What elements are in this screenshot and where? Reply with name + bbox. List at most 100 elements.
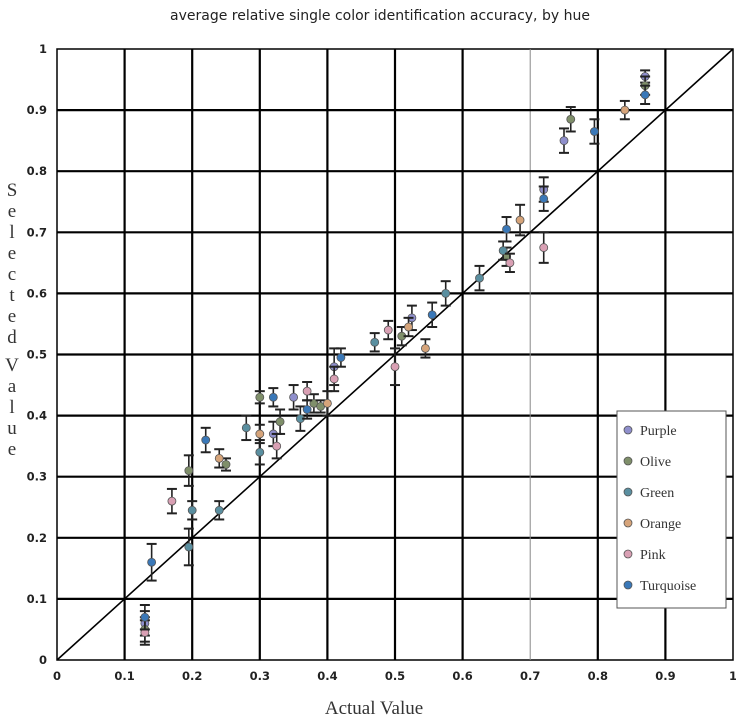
y-tick-label: 0.7 xyxy=(27,225,47,239)
legend: Purple Olive Green Orange Pink Turquoise xyxy=(616,410,727,609)
data-point xyxy=(268,392,278,402)
legend-marker xyxy=(623,487,633,497)
data-point xyxy=(255,447,265,457)
y-axis-label-letter: t xyxy=(9,285,15,306)
legend-entry: Olive xyxy=(640,455,671,470)
y-tick-label: 1 xyxy=(39,42,47,56)
data-point xyxy=(539,243,549,252)
data-point xyxy=(255,429,265,439)
data-point xyxy=(201,435,211,445)
data-point xyxy=(214,505,224,515)
data-point xyxy=(441,288,451,298)
data-point xyxy=(370,337,380,347)
data-point xyxy=(590,127,599,136)
y-tick-label: 0.9 xyxy=(27,103,47,117)
y-tick-label: 0.8 xyxy=(27,164,47,178)
data-point xyxy=(140,612,150,622)
y-axis-label-letter: c xyxy=(8,264,16,285)
legend-box xyxy=(616,410,727,609)
data-point xyxy=(620,105,630,115)
data-point xyxy=(475,273,484,283)
x-tick-label: 0.6 xyxy=(452,669,472,683)
y-axis-label-letter: a xyxy=(8,376,17,397)
x-tick-label: 0 xyxy=(53,669,61,683)
data-point xyxy=(214,453,224,463)
y-tick-label: 0.2 xyxy=(27,531,47,545)
x-tick-label: 0.3 xyxy=(250,669,270,683)
x-tick-label: 0.7 xyxy=(520,669,540,683)
y-axis-label-letter: l xyxy=(9,397,14,418)
legend-entry: Turquoise xyxy=(640,579,696,594)
series-orange xyxy=(214,99,630,469)
data-point xyxy=(383,325,393,335)
data-point xyxy=(184,542,194,552)
data-point xyxy=(241,423,251,433)
x-tick-label: 0.8 xyxy=(588,669,608,683)
data-point xyxy=(221,460,231,469)
chart-title: average relative single color identifica… xyxy=(170,8,590,24)
x-tick-label: 1 xyxy=(729,669,736,683)
data-point xyxy=(302,405,312,414)
data-point xyxy=(275,417,285,427)
y-axis-label-letter: e xyxy=(8,439,16,460)
y-tick-label: 0.3 xyxy=(27,470,47,484)
y-axis-label-letter: d xyxy=(7,327,17,348)
data-point xyxy=(272,441,282,451)
data-marks xyxy=(139,69,651,646)
data-point xyxy=(640,90,650,100)
data-point xyxy=(184,466,194,475)
data-point xyxy=(539,194,549,204)
data-point xyxy=(147,557,157,567)
x-axis-label: Actual Value xyxy=(325,698,423,719)
data-point xyxy=(421,343,430,353)
data-point xyxy=(515,215,525,225)
legend-marker xyxy=(623,456,633,466)
legend-marker xyxy=(623,518,633,528)
data-point xyxy=(289,392,299,402)
data-point xyxy=(167,496,177,506)
data-point xyxy=(404,322,413,332)
data-point xyxy=(329,374,339,384)
legend-marker xyxy=(623,580,633,590)
legend-entry: Purple xyxy=(640,424,677,439)
data-point xyxy=(559,136,569,146)
y-axis-label-letter: u xyxy=(7,418,17,439)
x-tick-label: 0.5 xyxy=(385,669,405,683)
data-point xyxy=(498,246,508,256)
y-tick-label: 0.6 xyxy=(27,286,47,300)
data-point xyxy=(390,362,400,372)
x-tick-label: 0.1 xyxy=(114,669,134,683)
series-green xyxy=(183,240,509,567)
y-tick-label: 0 xyxy=(39,653,47,667)
data-point xyxy=(302,386,312,396)
y-tick-labels: 0 0.1 0.2 0.3 0.4 0.5 0.6 0.7 0.8 0.9 1 xyxy=(27,42,47,667)
data-point xyxy=(505,258,515,268)
data-point xyxy=(502,224,511,234)
y-axis-label-letter: e xyxy=(8,243,16,264)
y-axis-label-letter: e xyxy=(8,201,16,222)
legend-entry: Green xyxy=(640,486,674,501)
x-tick-label: 0.4 xyxy=(317,669,337,683)
legend-entry: Pink xyxy=(640,548,666,563)
data-point xyxy=(336,353,346,362)
y-tick-label: 0.1 xyxy=(27,592,47,606)
x-tick-label: 0.2 xyxy=(182,669,202,683)
data-point xyxy=(187,505,197,515)
y-axis-label-letter: e xyxy=(8,306,16,327)
legend-marker xyxy=(623,425,633,435)
data-point xyxy=(255,392,265,402)
y-axis-label-letter: l xyxy=(9,222,14,243)
series-turquoise xyxy=(139,84,651,631)
y-axis-label-letter: S xyxy=(7,180,18,201)
data-point xyxy=(566,114,576,124)
x-tick-label: 0.9 xyxy=(655,669,675,683)
legend-marker xyxy=(623,549,633,559)
x-tick-labels: 0 0.1 0.2 0.3 0.4 0.5 0.6 0.7 0.8 0.9 1 xyxy=(53,669,736,683)
data-point xyxy=(322,398,332,408)
data-point xyxy=(427,310,437,320)
y-tick-label: 0.4 xyxy=(27,409,47,423)
legend-entry: Orange xyxy=(640,517,681,532)
series-pink xyxy=(139,231,549,646)
